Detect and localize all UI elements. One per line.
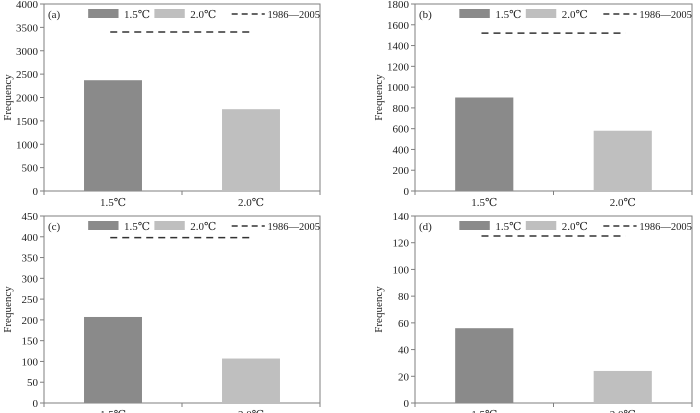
- y-tick-label: 2500: [16, 69, 39, 81]
- y-tick-label: 400: [22, 232, 39, 244]
- bar-2-0c: [593, 130, 652, 191]
- x-tick-label: 2.0℃: [610, 409, 636, 413]
- chart-panel: 0 20 40 60 80 100 120 140 Frequency 1.5℃ 2.0℃ (d) 1.…: [373, 211, 693, 413]
- x-tick-label: 2.0℃: [238, 197, 264, 209]
- panel-label: (b): [419, 9, 432, 21]
- legend-swatch-1-5c: [459, 9, 490, 18]
- x-tick-label: 2.0℃: [238, 409, 264, 413]
- x-tick-label: 1.5℃: [100, 409, 126, 413]
- legend-label: 1.5℃: [495, 221, 521, 233]
- y-tick-label: 60: [398, 318, 410, 330]
- legend-swatch-1-5c: [459, 221, 490, 230]
- legend-swatch-2-0c: [154, 9, 185, 18]
- bar-2-0c: [222, 358, 280, 403]
- y-axis-label: Frequency: [373, 286, 385, 333]
- bar-1-5c: [455, 328, 514, 403]
- y-tick-label: 450: [22, 211, 39, 223]
- bar-1-5c: [455, 97, 514, 191]
- x-tick-label: 2.0℃: [610, 197, 636, 209]
- legend-label: 2.0℃: [190, 221, 216, 233]
- y-tick-label: 100: [22, 356, 39, 368]
- y-tick-label: 600: [393, 124, 410, 136]
- legend-label: 1.5℃: [124, 9, 150, 21]
- y-tick-label: 40: [398, 345, 410, 357]
- legend-label: 1.5℃: [495, 9, 521, 21]
- bar-1-5c: [84, 80, 142, 191]
- y-tick-label: 50: [27, 377, 39, 389]
- bar-1-5c: [84, 316, 142, 403]
- panel-label: (c): [48, 221, 61, 233]
- panel-label: (d): [419, 221, 432, 233]
- y-tick-label: 80: [398, 291, 410, 303]
- y-axis-label: Frequency: [373, 74, 385, 121]
- legend-swatch-2-0c: [154, 221, 185, 230]
- y-tick-label: 800: [393, 103, 410, 115]
- x-tick-label: 1.5℃: [471, 409, 497, 413]
- x-tick-label: 1.5℃: [100, 197, 126, 209]
- y-tick-label: 0: [33, 186, 39, 198]
- bar-2-0c: [222, 109, 280, 191]
- y-tick-label: 350: [22, 253, 39, 265]
- y-tick-label: 120: [393, 238, 410, 250]
- y-tick-label: 1200: [387, 61, 410, 73]
- y-tick-label: 300: [22, 273, 39, 285]
- y-tick-label: 100: [393, 264, 410, 276]
- legend-label: 1986—2005: [639, 10, 692, 21]
- y-tick-label: 0: [404, 398, 410, 410]
- chart-panel: 0 500 1000 1500 2000 2500 3000 3500 4000 Frequenc…: [2, 0, 321, 209]
- legend-label: 2.0℃: [562, 221, 588, 233]
- legend-swatch-2-0c: [525, 9, 557, 18]
- y-tick-label: 1000: [387, 82, 410, 94]
- bar-2-0c: [593, 370, 652, 403]
- y-tick-label: 150: [22, 336, 39, 348]
- y-axis-label: Frequency: [2, 74, 14, 121]
- legend-swatch-2-0c: [525, 221, 557, 230]
- y-tick-label: 1000: [16, 139, 39, 151]
- y-tick-label: 1400: [387, 41, 410, 53]
- y-tick-label: 20: [398, 371, 410, 383]
- chart-panel: 0 50 100 150 200 250 300 350 400 450 Frequency 1.5℃…: [2, 211, 321, 413]
- y-tick-label: 1600: [387, 20, 410, 32]
- y-tick-label: 3000: [16, 46, 39, 58]
- y-tick-label: 250: [22, 294, 39, 306]
- y-tick-label: 2000: [16, 93, 39, 105]
- legend-label: 2.0℃: [190, 9, 216, 21]
- legend-label: 1986—2005: [639, 222, 692, 233]
- y-axis-label: Frequency: [2, 286, 14, 333]
- x-tick-label: 1.5℃: [471, 197, 497, 209]
- y-tick-label: 1800: [387, 0, 410, 11]
- y-tick-label: 1500: [16, 116, 39, 128]
- legend-label: 1.5℃: [124, 221, 150, 233]
- y-tick-label: 3500: [16, 22, 39, 34]
- y-tick-label: 200: [22, 315, 39, 327]
- legend-swatch-1-5c: [88, 9, 119, 18]
- chart-panel: 0 200 400 600 800 1000 1200 1400 1600 1800 Frequen…: [373, 0, 693, 209]
- panel-label: (a): [48, 9, 61, 21]
- y-tick-label: 500: [22, 163, 39, 175]
- y-tick-label: 0: [33, 398, 39, 410]
- y-tick-label: 4000: [16, 0, 39, 11]
- legend-label: 1986—2005: [268, 222, 321, 233]
- legend-label: 1986—2005: [268, 10, 321, 21]
- y-tick-label: 400: [393, 144, 410, 156]
- y-tick-label: 140: [393, 211, 410, 223]
- legend-label: 2.0℃: [562, 9, 588, 21]
- legend-swatch-1-5c: [88, 221, 119, 230]
- y-tick-label: 0: [404, 186, 410, 198]
- y-tick-label: 200: [393, 165, 410, 177]
